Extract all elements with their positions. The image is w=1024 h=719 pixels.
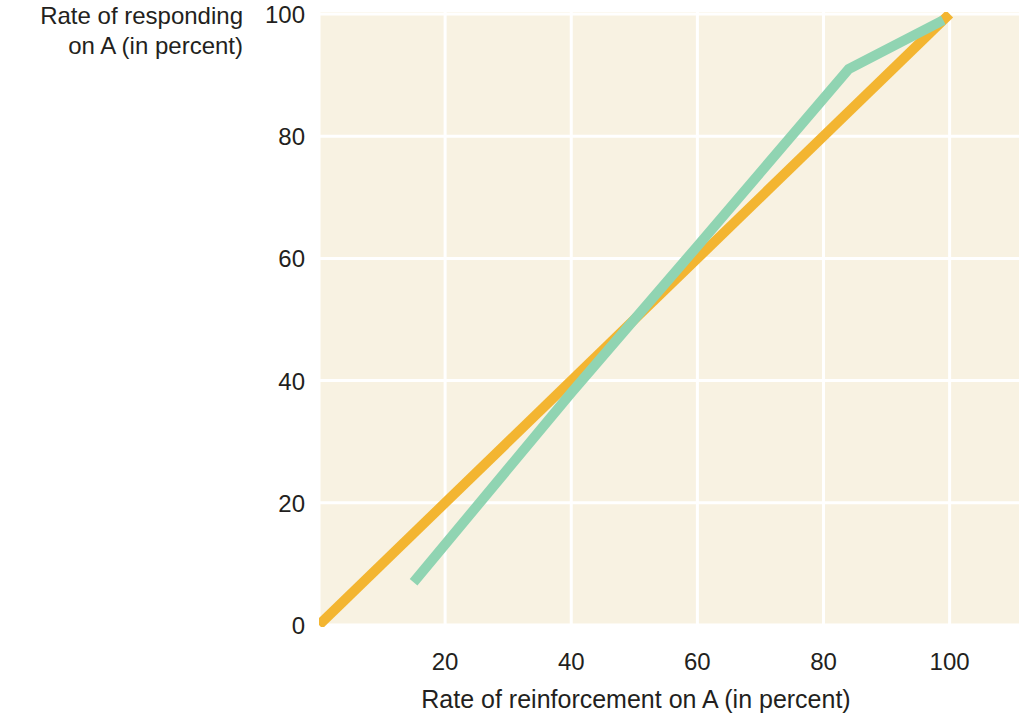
x-tick-label: 100 (930, 648, 970, 675)
x-axis-label: Rate of reinforcement on A (in percent) (421, 685, 850, 713)
series-line (319, 14, 950, 625)
grid-line-y (319, 13, 1019, 16)
y-axis (318, 12, 321, 627)
y-axis-label: on A (in percent) (68, 32, 243, 59)
y-tick-label: 40 (278, 368, 305, 395)
x-tick-label: 40 (558, 648, 585, 675)
grid-line-y (319, 135, 1019, 138)
grid-line-x (948, 12, 951, 627)
grid-line-y (319, 379, 1019, 382)
plot-area (319, 12, 1019, 627)
x-tick-label: 60 (684, 648, 711, 675)
y-tick-label: 20 (278, 490, 305, 517)
grid-line-x (570, 12, 573, 627)
grid-line-x (444, 12, 447, 627)
y-tick-label: 80 (278, 123, 305, 150)
grid-line-y (319, 257, 1019, 260)
x-tick-label: 80 (810, 648, 837, 675)
series-group (319, 14, 950, 625)
y-tick-label: 0 (292, 612, 305, 639)
grid-line-x (696, 12, 699, 627)
series-line (414, 20, 944, 582)
x-tick-label: 20 (432, 648, 459, 675)
grid-line-y (319, 501, 1019, 504)
y-tick-label: 60 (278, 245, 305, 272)
x-axis (319, 626, 1019, 629)
grid-line-y (319, 624, 1019, 627)
chart: 20 40 60 80 100 0 20 40 60 80 100 Rate of reinforce… (0, 0, 1024, 719)
y-tick-label: 100 (265, 1, 305, 28)
y-axis-label: Rate of responding (40, 2, 243, 29)
